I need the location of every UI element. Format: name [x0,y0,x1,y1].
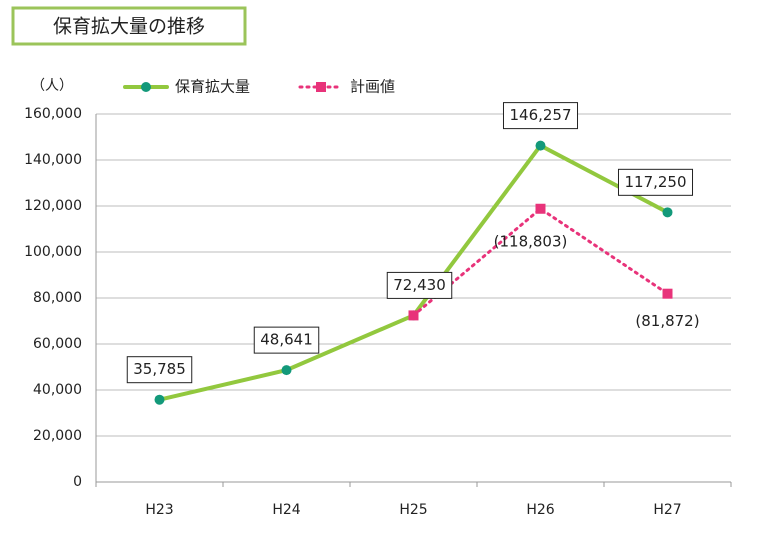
data-label: 48,641 [260,331,313,349]
data-point [535,203,546,214]
title-box [11,6,247,46]
data-point [154,394,165,405]
y-tick-label: 20,000 [33,428,82,444]
x-tick-label: H23 [145,502,173,518]
y-tick-label: 160,000 [24,106,82,122]
data-point [662,288,673,299]
data-label: 72,430 [393,276,446,294]
legend-marker [316,82,326,92]
data-label: (118,803) [494,232,568,250]
legend-label: 保育拡大量 [175,78,250,96]
data-point [535,140,546,151]
y-unit: （人） [31,78,73,94]
data-point [281,365,292,376]
x-tick-label: H25 [399,502,427,518]
data-label-box [253,326,320,354]
data-label: 146,257 [509,106,571,124]
data-label: 35,785 [133,360,186,378]
data-point [408,310,419,321]
legend-marker [141,82,151,92]
data-label: (81,872) [635,312,699,330]
x-tick-label: H24 [272,502,300,518]
y-tick-label: 80,000 [33,290,82,306]
data-point [662,207,673,218]
y-tick-label: 120,000 [24,198,82,214]
data-label-box [617,168,694,196]
data-label: 117,250 [624,173,686,191]
data-label-box [126,356,193,384]
data-label-box [386,271,453,299]
y-tick-label: 40,000 [33,382,82,398]
y-tick-label: 140,000 [24,152,82,168]
y-tick-label: 0 [73,474,82,490]
series-line [412,206,669,317]
legend-label: 計画値 [350,78,395,96]
y-tick-label: 60,000 [33,336,82,352]
y-tick-label: 100,000 [24,244,82,260]
chart-title: 保育拡大量の推移 [53,16,205,38]
x-tick-label: H26 [526,502,554,518]
data-label-box [502,102,579,130]
x-tick-label: H27 [653,502,681,518]
